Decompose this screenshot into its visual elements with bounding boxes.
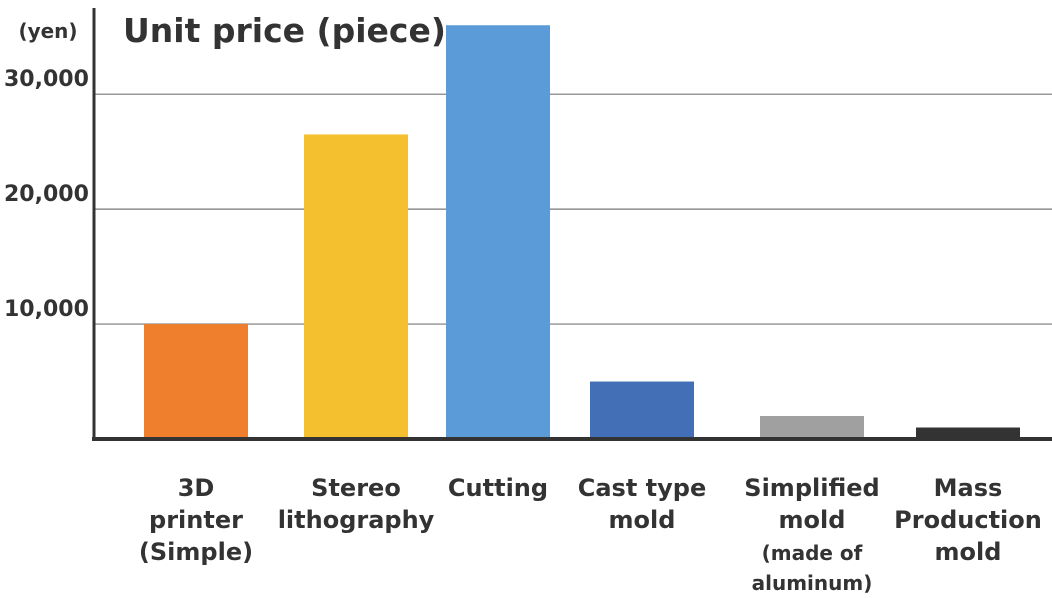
y-tick-label: 20,000 — [4, 182, 89, 207]
bar — [144, 324, 248, 439]
x-category-label: Cast type mold — [578, 474, 707, 534]
y-tick-label: 10,000 — [4, 297, 89, 322]
x-category-label-line: mold — [779, 506, 846, 534]
x-category-label: Simplified mold (made of aluminum) — [744, 474, 879, 595]
bar — [760, 416, 864, 439]
x-category-labels: 3D printer (Simple) Stereo lithography Cuttin… — [139, 474, 1042, 595]
x-category-label-line: Stereo — [311, 474, 401, 502]
y-tick-labels: 10,000 20,000 30,000 — [4, 67, 89, 322]
y-axis-unit-label: (yen) — [18, 19, 77, 43]
x-category-label-line: Simplified — [744, 474, 879, 502]
x-category-label-line: (Simple) — [139, 538, 253, 566]
bar — [446, 25, 550, 440]
y-tick-label: 30,000 — [4, 67, 89, 92]
x-category-label: Stereo lithography — [278, 474, 435, 534]
x-category-label-line: Mass — [934, 474, 1003, 502]
gridlines — [94, 93, 1052, 325]
x-category-label-line: printer — [149, 506, 243, 534]
bar — [304, 134, 408, 439]
x-category-label-line: 3D — [178, 474, 215, 502]
x-category-label-line: Cast type — [578, 474, 707, 502]
x-category-label-line: mold — [609, 506, 676, 534]
x-category-label: 3D printer (Simple) — [139, 474, 253, 566]
bar — [590, 381, 694, 439]
x-category-label-line: lithography — [278, 506, 435, 534]
chart-title: Unit price (piece) — [123, 11, 446, 50]
x-category-label-line: Cutting — [448, 474, 548, 502]
x-category-label: Cutting — [448, 474, 548, 502]
x-category-label-line: (made of — [762, 541, 863, 565]
x-category-label-line: mold — [935, 538, 1002, 566]
x-category-label-line: aluminum) — [752, 571, 873, 595]
bar — [916, 427, 1020, 439]
bars — [144, 25, 1020, 440]
x-category-label-line: Production — [894, 506, 1042, 534]
x-category-label: Mass Production mold — [894, 474, 1042, 566]
